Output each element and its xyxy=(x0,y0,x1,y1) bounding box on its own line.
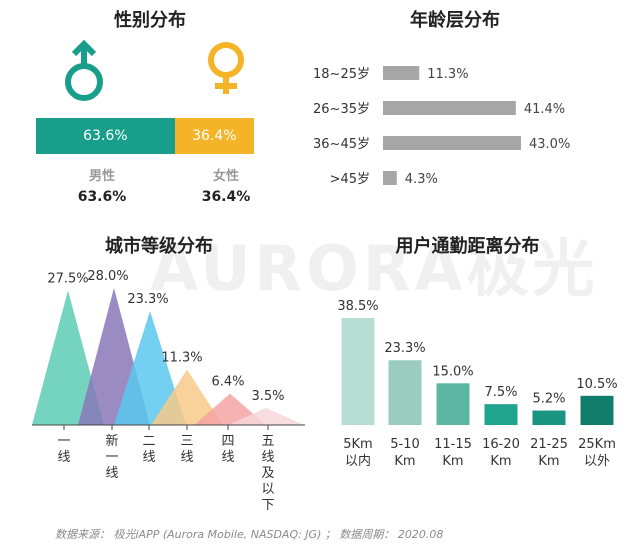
commute-value-label: 7.5% xyxy=(484,385,517,400)
commute-bar xyxy=(532,410,566,425)
commute-value-label: 15.0% xyxy=(432,364,473,379)
footnote: 数据来源： 极光iAPP (Aurora Mobile, NASDAQ: JG)… xyxy=(55,528,444,541)
commute-bar xyxy=(388,360,422,425)
female-symbol-icon xyxy=(208,42,244,94)
city-triangle xyxy=(114,310,186,425)
city-category-label: 线 xyxy=(105,466,118,481)
city-value-label: 23.3% xyxy=(127,292,168,307)
male-value: 63.6% xyxy=(77,189,127,205)
commute-category-label: 21-25 xyxy=(530,437,568,452)
commute-bar xyxy=(436,383,470,425)
city-category-label: 线 xyxy=(221,450,234,465)
city-triangle xyxy=(151,369,223,425)
city-value-label: 28.0% xyxy=(87,269,128,284)
city-category-label: 及 xyxy=(261,466,274,481)
commute-value-label: 10.5% xyxy=(576,377,617,392)
commute-category-label: Km xyxy=(538,454,559,469)
city-category-label: 四 xyxy=(221,434,234,449)
city-category-label: 三 xyxy=(180,434,193,449)
commute-category-label: 16-20 xyxy=(482,437,520,452)
age-category-label: 36~45岁 xyxy=(313,137,370,152)
city-value-label: 27.5% xyxy=(47,271,88,286)
gender-bar-female-label: 36.4% xyxy=(192,128,237,144)
male-symbol-icon xyxy=(65,39,103,101)
commute-category-label: Km xyxy=(442,454,463,469)
commute-value-label: 5.2% xyxy=(532,392,565,407)
commute-category-label: 以外 xyxy=(584,454,610,469)
city-value-label: 3.5% xyxy=(251,389,284,404)
age-category-label: >45岁 xyxy=(330,172,370,187)
city-title: 城市等级分布 xyxy=(105,236,213,257)
commute-bar xyxy=(341,318,375,425)
city-category-label: 线 xyxy=(142,450,155,465)
gender-bar-female: 36.4% xyxy=(174,118,254,154)
city-value-label: 6.4% xyxy=(211,375,244,390)
commute-value-label: 38.5% xyxy=(337,299,378,314)
commute-bar xyxy=(580,395,614,425)
commute-category-label: Km xyxy=(490,454,511,469)
male-label: 男性 xyxy=(88,169,115,184)
gender-title: 性别分布 xyxy=(114,10,186,31)
city-category-label: 线 xyxy=(261,450,274,465)
city-category-label: 新 xyxy=(105,433,118,449)
commute-title: 用户通勤距离分布 xyxy=(395,236,540,257)
age-bar xyxy=(383,66,420,80)
city-category-label: 二 xyxy=(142,434,155,449)
city-category-label: 以 xyxy=(261,482,274,497)
age-title: 年龄层分布 xyxy=(410,10,500,31)
city-category-label: 五 xyxy=(261,434,274,449)
commute-category-label: 以内 xyxy=(345,453,371,469)
age-value-label: 11.3% xyxy=(427,67,468,82)
city-triangle xyxy=(228,407,304,425)
city-category-label: 一 xyxy=(57,434,70,449)
age-value-label: 41.4% xyxy=(524,102,565,117)
age-value-label: 43.0% xyxy=(529,137,570,152)
age-category-label: 26~35岁 xyxy=(313,102,370,117)
city-triangle xyxy=(32,290,104,425)
female-label: 女性 xyxy=(212,169,239,184)
commute-category-label: Km xyxy=(394,454,415,469)
age-value-label: 4.3% xyxy=(405,172,438,187)
city-category-label: 线 xyxy=(57,450,70,465)
female-value: 36.4% xyxy=(201,189,251,205)
age-bar xyxy=(383,101,516,115)
commute-category-label: 11-15 xyxy=(434,437,472,452)
city-category-label: 线 xyxy=(180,450,193,465)
gender-bar-male: 63.6% xyxy=(36,118,175,154)
age-bar xyxy=(383,136,521,150)
city-value-label: 11.3% xyxy=(161,351,202,366)
watermark: AURORA极光 xyxy=(150,232,599,305)
gender-bar-male-label: 63.6% xyxy=(83,128,128,144)
commute-bar xyxy=(484,404,518,425)
commute-category-label: 5-10 xyxy=(390,437,420,452)
age-bar xyxy=(383,171,397,185)
commute-category-label: 5Km xyxy=(343,437,372,452)
age-category-label: 18~25岁 xyxy=(313,67,370,82)
city-category-label: 一 xyxy=(105,450,118,465)
city-category-label: 下 xyxy=(261,498,274,513)
commute-category-label: 25Km xyxy=(578,437,616,452)
commute-value-label: 23.3% xyxy=(384,341,425,356)
